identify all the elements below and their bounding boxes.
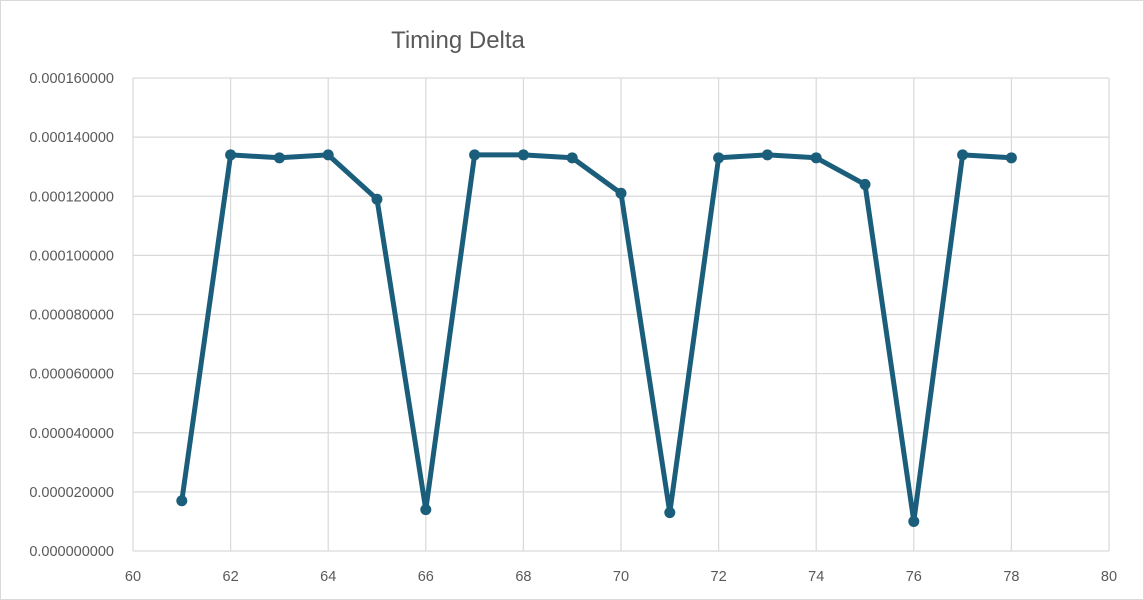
data-point [371,193,383,205]
data-point [322,149,334,161]
data-point [566,152,578,164]
data-point [664,507,676,519]
x-axis-tick-labels: 60 62 64 66 68 70 72 74 76 78 80 [125,569,1117,585]
y-axis-tick-labels: 0.000000000 0.000020000 0.000040000 0.00006… [29,71,114,560]
data-point [713,152,725,164]
data-point [517,149,529,161]
y-tick-label: 0.000000000 [29,544,114,560]
gridlines [132,77,1110,552]
x-tick-label: 74 [808,569,824,585]
x-tick-label: 66 [418,569,434,585]
y-tick-label: 0.000160000 [29,71,114,87]
y-tick-label: 0.000080000 [29,308,114,324]
data-point [225,149,237,161]
x-tick-label: 64 [320,569,336,585]
x-tick-label: 68 [515,569,531,585]
data-point [615,187,627,199]
x-tick-label: 72 [711,569,727,585]
data-point [469,149,481,161]
x-tick-label: 62 [223,569,239,585]
data-point [273,152,285,164]
series-timing-delta [176,149,1017,527]
y-tick-label: 0.000140000 [29,130,114,146]
x-tick-label: 60 [125,569,141,585]
data-point [761,149,773,161]
data-point [957,149,969,161]
data-point [908,515,920,527]
y-tick-label: 0.000020000 [29,485,114,501]
data-point [1005,152,1017,164]
data-point [859,178,871,190]
data-point [810,152,822,164]
data-point [176,495,188,507]
x-tick-label: 80 [1101,569,1117,585]
data-point [420,504,432,516]
x-tick-label: 78 [1003,569,1019,585]
x-tick-label: 76 [906,569,922,585]
x-tick-label: 70 [613,569,629,585]
y-tick-label: 0.000040000 [29,426,114,442]
y-tick-label: 0.000120000 [29,189,114,205]
y-tick-label: 0.000060000 [29,367,114,383]
y-tick-label: 0.000100000 [29,248,114,264]
chart-title: Timing Delta [391,27,525,54]
series-line [179,152,1014,524]
